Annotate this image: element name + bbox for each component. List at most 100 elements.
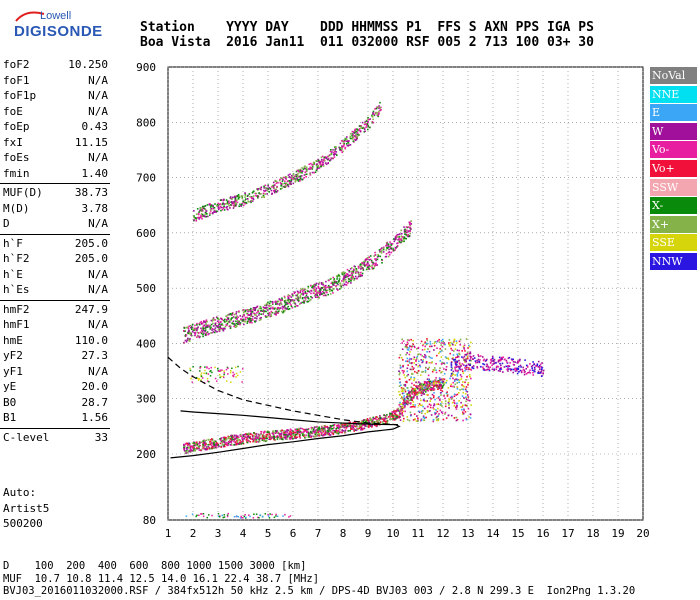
echo-point-spread-f [436,347,438,350]
echo-point-spread-f [413,413,416,416]
echo-point-spread-f [436,410,439,413]
echo-point-f-trace [349,429,351,432]
echo-point-spread-f [453,393,456,396]
echo-point-low [240,517,243,519]
echo-point-2f-trace [362,269,365,271]
echo-point-f-trace [365,419,367,422]
echo-point-3f-trace [295,175,298,178]
echo-point-f-trace [358,427,361,430]
echo-point-f-trace [337,432,340,435]
echo-point-3f-trace [314,171,317,173]
echo-point-f-trace [183,449,186,452]
echo-point-f-trace [285,435,288,437]
echo-point-2f-trace [366,258,369,261]
echo-point-2f-trace [278,304,281,306]
echo-point-spread-f [419,388,422,391]
echo-point-2f-trace [284,299,287,302]
echo-point-2f-trace [280,310,283,313]
echo-point-f-trace [364,425,366,427]
echo-point-f-trace [220,446,223,448]
echo-point-2f-trace [250,307,252,310]
echo-point-oblique [512,371,515,374]
echo-point-3f-trace [274,184,276,186]
echo-point-f-trace [397,407,400,410]
echo-point-f-trace [383,419,386,422]
echo-point-f-trace [233,444,235,446]
echo-point-2f-trace [224,318,226,321]
echo-point-f-trace [299,437,302,439]
echo-point-oblique [497,369,500,372]
echo-point-3f-trace [380,109,382,111]
echo-point-oblique [483,368,485,370]
echo-point-spread-f [432,418,435,421]
echo-point-f-trace [193,448,195,450]
echo-point-spread-f [431,393,434,396]
echo-point-2f-trace [188,340,191,342]
echo-point-f-trace [196,443,199,446]
echo-point-f-trace [247,439,249,441]
echo-point-2f-trace [211,320,214,322]
echo-point-3f-trace [329,153,332,156]
echo-point-2f-trace [350,272,353,275]
echo-point-2f-trace [298,303,301,305]
echo-point-f-trace [315,430,318,433]
echo-point-2f-trace [274,307,277,310]
echo-point-3f-trace [275,180,278,183]
echo-point-2f-trace [285,301,287,304]
echo-point-2f-trace [304,298,307,300]
echo-point-2f-trace [362,268,364,270]
echo-point-oblique [450,366,453,368]
param-value: 33 [94,430,108,444]
echo-point-2f-trace [382,251,385,253]
echo-point-f-trace [384,414,387,417]
echo-point-spread-f [427,348,429,350]
echo-point-f-trace [211,446,214,449]
x-tick-label: 6 [290,527,297,540]
echo-point-3f-trace [349,144,352,146]
echo-point-2f-trace [342,284,345,287]
echo-point-f-trace [278,432,281,435]
echo-point-f-trace [316,425,318,428]
echo-point-spread-f [444,381,446,384]
echo-point-2f-trace [312,287,315,290]
echo-point-2f-trace [366,268,369,271]
echo-point-f-trace [327,430,330,433]
echo-point-spread-f [416,396,418,398]
echo-point-oblique [508,365,510,367]
echo-point-low [200,513,203,515]
echo-point-2f-trace [352,275,354,278]
echo-point-spread-f [414,418,416,420]
echo-point-2f-trace [333,279,335,282]
echo-point-f-trace [326,431,329,433]
echo-point-spread-f [420,394,423,397]
echo-point-f-trace [307,436,310,438]
echo-point-3f-trace [301,171,303,174]
echo-point-spread-f [466,357,469,359]
echo-point-3f-trace [208,203,211,206]
echo-point-3f-trace [249,195,251,198]
echo-point-f-trace [348,425,350,428]
echo-point-spread-f [465,400,467,403]
echo-point-2f-trace [402,238,405,241]
echo-point-2f-trace [325,280,327,283]
echo-point-oblique [506,367,509,370]
echo-point-oblique [452,370,455,373]
echo-point-2f-trace [237,321,239,324]
echo-point-spread-f [416,372,419,375]
echo-point-2f-trace [291,306,294,309]
echo-point-3f-trace [295,170,298,173]
echo-point-2f-trace [406,229,408,232]
echo-point-f-trace [257,437,260,439]
echo-point-2f-trace [184,339,187,342]
echo-point-f-trace [275,436,277,438]
echo-point-f-trace [214,445,216,447]
echo-point-oblique [458,362,461,364]
echo-point-f-trace [309,434,311,437]
param-row: yE 20.0 [0,380,110,396]
echo-point-f-trace [433,385,435,388]
echo-point-spread-f [412,397,414,400]
echo-point-oblique [515,367,518,370]
echo-point-f-trace [417,392,419,395]
echo-point-2f-trace [336,282,339,285]
echo-point-f-trace [393,415,395,417]
